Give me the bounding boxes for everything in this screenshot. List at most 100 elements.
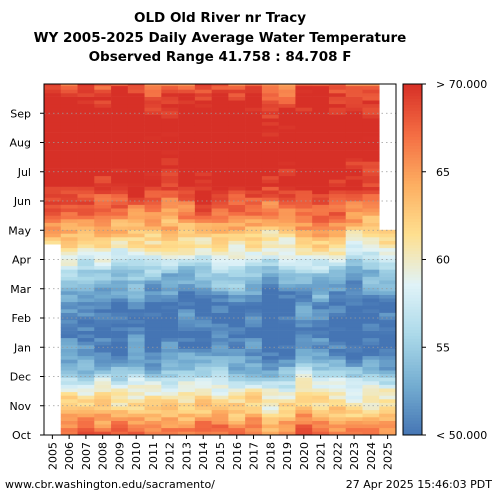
heatmap-cell xyxy=(44,186,62,191)
heatmap-cell xyxy=(94,262,112,267)
heatmap-cell xyxy=(44,114,62,119)
heatmap-cell xyxy=(94,395,112,400)
heatmap-cell xyxy=(345,100,363,105)
colorbar-segment xyxy=(403,285,422,290)
heatmap-cell xyxy=(211,96,229,101)
heatmap-cell xyxy=(345,219,363,223)
heatmap-cell xyxy=(295,168,313,173)
heatmap-cell xyxy=(178,132,196,137)
heatmap-cell xyxy=(127,121,145,126)
heatmap-cell xyxy=(194,305,212,310)
heatmap-cell xyxy=(312,255,330,259)
heatmap-cell xyxy=(127,377,145,382)
heatmap-cell xyxy=(312,175,330,180)
heatmap-cell xyxy=(127,240,145,245)
heatmap-cell xyxy=(178,100,196,105)
heatmap-cell xyxy=(111,363,129,367)
colorbar-segment xyxy=(403,288,422,293)
heatmap-cell xyxy=(144,89,162,94)
heatmap-cell xyxy=(261,93,279,97)
heatmap-cell xyxy=(60,373,78,378)
heatmap-cell xyxy=(94,373,112,378)
heatmap-cell xyxy=(60,269,78,274)
heatmap-cell xyxy=(60,348,78,353)
heatmap-cell xyxy=(161,229,179,234)
heatmap-cell xyxy=(312,237,330,241)
heatmap-cell xyxy=(178,431,196,436)
heatmap-cell xyxy=(228,417,246,421)
heatmap-cell xyxy=(211,247,229,252)
heatmap-cell xyxy=(345,377,363,382)
heatmap-cell xyxy=(261,215,279,220)
colorbar-segment xyxy=(403,432,422,436)
heatmap-cell xyxy=(111,211,129,216)
heatmap-cell xyxy=(362,319,380,324)
heatmap-cell xyxy=(111,84,129,87)
heatmap-cell xyxy=(94,118,112,123)
heatmap-cell xyxy=(245,132,263,137)
heatmap-cell xyxy=(345,244,363,249)
heatmap-cell xyxy=(77,161,95,166)
heatmap-cell xyxy=(144,168,162,173)
x-tick-label: 2019 xyxy=(281,442,294,470)
heatmap-cell xyxy=(278,251,296,256)
heatmap-cell xyxy=(94,391,112,396)
heatmap-cell xyxy=(111,427,129,432)
heatmap-cell xyxy=(194,84,212,87)
heatmap-cell xyxy=(178,384,196,389)
heatmap-cell xyxy=(161,265,179,270)
heatmap-cell xyxy=(178,89,196,94)
heatmap-cell xyxy=(144,319,162,324)
heatmap-cell xyxy=(211,240,229,245)
colorbar-segment xyxy=(403,116,422,120)
heatmap-cell xyxy=(328,427,347,432)
heatmap-cell xyxy=(261,352,279,357)
heatmap-cell xyxy=(111,226,129,231)
colorbar-segment xyxy=(403,294,422,298)
colorbar-segment xyxy=(403,89,422,94)
heatmap-cell xyxy=(379,391,397,396)
heatmap-cell xyxy=(127,337,145,342)
heatmap-cell xyxy=(77,211,95,216)
heatmap-cell xyxy=(211,359,229,364)
heatmap-cell xyxy=(245,283,263,288)
heatmap-cell xyxy=(94,125,112,130)
heatmap-cell xyxy=(362,377,380,382)
heatmap-cell xyxy=(94,168,112,173)
heatmap-cell xyxy=(144,114,162,119)
chart-subtitle: WY 2005-2025 Daily Average Water Tempera… xyxy=(33,30,407,46)
heatmap-cell xyxy=(295,96,313,101)
heatmap-cell xyxy=(328,136,347,141)
heatmap-cell xyxy=(228,237,246,241)
heatmap-cell xyxy=(60,337,78,342)
heatmap-cell xyxy=(211,244,229,249)
heatmap-cell xyxy=(295,391,313,396)
heatmap-cell xyxy=(127,226,145,231)
heatmap-cell xyxy=(178,161,196,166)
heatmap-cell xyxy=(111,150,129,155)
heatmap-cell xyxy=(295,323,313,328)
heatmap-cell xyxy=(77,175,95,180)
heatmap-cell xyxy=(261,363,279,367)
heatmap-cell xyxy=(178,190,196,195)
heatmap-cell xyxy=(362,247,380,252)
colorbar-segment xyxy=(403,356,422,360)
colorbar-segment xyxy=(403,142,422,146)
heatmap-cell xyxy=(278,427,296,432)
heatmap-cell xyxy=(345,114,363,119)
heatmap-cell xyxy=(261,258,279,263)
source-url[interactable]: www.cbr.washington.edu/sacramento/ xyxy=(5,478,215,491)
heatmap-cell xyxy=(379,431,397,436)
colorbar-segment xyxy=(403,171,422,176)
heatmap-cell xyxy=(345,107,363,112)
heatmap-cell xyxy=(362,409,380,414)
heatmap-cell xyxy=(312,211,330,216)
heatmap-cell xyxy=(194,190,212,195)
heatmap-cell xyxy=(144,139,162,144)
heatmap-cell xyxy=(111,413,129,418)
heatmap-cell xyxy=(295,402,313,407)
heatmap-cell xyxy=(161,262,179,267)
heatmap-cell xyxy=(127,391,145,396)
heatmap-cell xyxy=(312,381,330,385)
heatmap-cell xyxy=(278,100,296,105)
